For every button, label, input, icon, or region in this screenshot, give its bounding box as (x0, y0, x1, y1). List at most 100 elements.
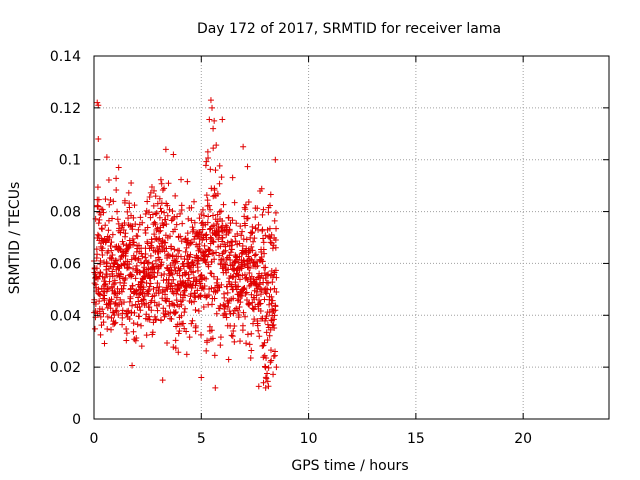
data-point (260, 379, 267, 386)
data-point (262, 232, 269, 239)
data-point (231, 266, 238, 273)
data-point (196, 235, 203, 242)
data-point (195, 307, 202, 314)
data-point (183, 328, 190, 335)
data-point (266, 332, 273, 339)
data-point (152, 193, 159, 200)
data-point (98, 322, 105, 329)
data-point (258, 185, 265, 192)
data-point (99, 226, 106, 233)
data-point (156, 301, 163, 308)
data-point (236, 276, 243, 283)
data-point (188, 299, 195, 306)
data-point (233, 220, 240, 227)
data-point (211, 352, 218, 359)
data-point (251, 316, 258, 323)
data-points (90, 97, 280, 391)
data-point (207, 234, 214, 241)
data-point (263, 272, 270, 279)
data-point (265, 364, 272, 371)
data-point (154, 269, 161, 276)
data-point (151, 299, 158, 306)
y-tick-label: 0.12 (50, 101, 81, 117)
data-point (140, 296, 147, 303)
data-point (113, 294, 120, 301)
data-point (175, 330, 182, 337)
data-point (147, 252, 154, 259)
data-point (261, 339, 268, 346)
data-point (248, 230, 255, 237)
data-point (211, 256, 218, 263)
data-point (246, 300, 253, 307)
data-point (216, 162, 223, 169)
data-point (244, 276, 251, 283)
data-point (220, 312, 227, 319)
data-point (171, 302, 178, 309)
data-point (258, 253, 265, 260)
data-point (203, 236, 210, 243)
data-point (160, 277, 167, 284)
data-point (97, 257, 104, 264)
data-point (190, 226, 197, 233)
data-point (179, 272, 186, 279)
data-point (228, 332, 235, 339)
data-point (146, 313, 153, 320)
data-point (157, 262, 164, 269)
data-point (117, 271, 124, 278)
data-point (173, 297, 180, 304)
data-point (270, 353, 277, 360)
data-point (148, 244, 155, 251)
data-point (216, 180, 223, 187)
data-point (157, 317, 164, 324)
data-point (232, 238, 239, 245)
data-point (187, 251, 194, 258)
data-point (191, 219, 198, 226)
data-point (105, 176, 112, 183)
data-point (105, 227, 112, 234)
data-point (272, 237, 279, 244)
data-point (182, 236, 189, 243)
data-point (164, 339, 171, 346)
data-point (229, 217, 236, 224)
data-point (206, 116, 213, 123)
data-point (124, 208, 131, 215)
data-point (264, 370, 271, 377)
data-point (96, 290, 103, 297)
data-point (268, 300, 275, 307)
data-point (266, 202, 273, 209)
data-point (272, 267, 279, 274)
data-point (271, 285, 278, 292)
data-point (150, 285, 157, 292)
data-point (123, 337, 130, 344)
data-point (112, 299, 119, 306)
data-point (151, 274, 158, 281)
data-point (161, 185, 168, 192)
data-point (272, 244, 279, 251)
data-point (268, 293, 275, 300)
data-point (272, 156, 279, 163)
data-point (134, 321, 141, 328)
data-point (151, 219, 158, 226)
data-point (246, 341, 253, 348)
data-point (100, 209, 107, 216)
data-point (169, 252, 176, 259)
data-point (209, 250, 216, 257)
data-point (210, 239, 217, 246)
data-point (108, 314, 115, 321)
data-point (255, 327, 262, 334)
data-point (234, 307, 241, 314)
data-point (108, 254, 115, 261)
data-point (258, 272, 265, 279)
data-point (230, 310, 237, 317)
data-point (94, 231, 101, 238)
data-point (123, 330, 130, 337)
data-point (172, 309, 179, 316)
data-point (191, 198, 198, 205)
data-point (152, 210, 159, 217)
chart-title: Day 172 of 2017, SRMTID for receiver lam… (197, 21, 501, 37)
data-point (148, 239, 155, 246)
data-point (222, 303, 229, 310)
data-point (248, 256, 255, 263)
data-point (146, 193, 153, 200)
data-point (192, 322, 199, 329)
